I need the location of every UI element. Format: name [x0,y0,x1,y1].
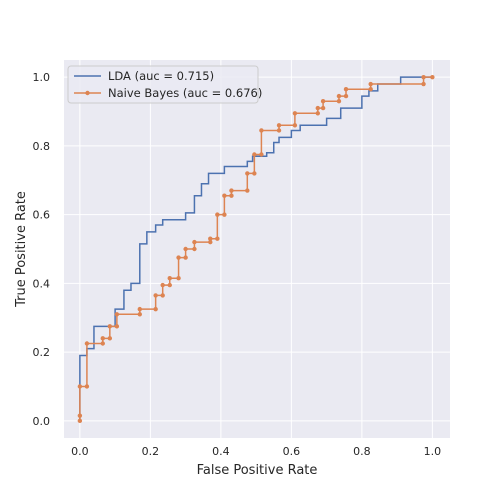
data-point [315,105,321,111]
x-tick-label: 0.6 [283,445,301,458]
data-point [222,193,227,198]
data-point [167,276,172,281]
x-tick-label: 0.2 [142,445,160,458]
y-axis-label: True Positive Rate [14,191,29,308]
legend: LDA (auc = 0.715) Naive Bayes (auc = 0.67… [67,65,262,104]
data-point [183,255,188,260]
data-point [192,246,197,252]
data-point [343,93,349,99]
x-axis-label: False Positive Rate [197,463,318,478]
data-point [176,255,181,260]
data-point [77,384,83,389]
data-point [229,193,234,198]
y-tick-label: 0.6 [33,209,51,222]
data-point [137,312,142,317]
data-point [276,123,282,128]
legend-frame [67,65,259,104]
x-tick-label: 0.8 [353,445,371,458]
y-tick-label: 1.0 [33,71,51,84]
data-point [160,282,165,288]
data-point [160,293,165,298]
data-point [229,188,234,193]
data-point [259,128,264,133]
data-point [292,123,298,128]
data-point [343,87,349,92]
data-point [137,306,142,312]
legend-marker [85,90,90,96]
y-tick-label: 0.2 [33,346,51,359]
data-point [252,152,257,157]
data-point [368,87,373,92]
data-point [77,418,83,424]
data-point [107,324,113,329]
data-point [430,74,435,80]
x-tick-label: 0.0 [71,445,89,458]
data-point [77,413,83,418]
data-point [100,336,105,341]
data-point [84,341,90,346]
data-point [259,152,264,157]
data-point [215,236,220,241]
data-point [107,336,113,341]
series-line [79,76,433,421]
data-point [276,128,282,133]
data-point [421,74,426,80]
tick-labels: 0.0 0.2 0.4 0.6 0.8 1.0 0.0 0.2 0.4 0.6 0.8 1.0 [33,71,442,458]
series-layer [77,74,435,424]
y-tick-label: 0.0 [33,415,51,428]
y-tick-label: 0.8 [33,140,51,153]
data-point [100,341,105,346]
data-point [176,276,181,281]
data-point [368,81,373,87]
legend-label: Naive Bayes (auc = 0.676) [108,86,262,100]
plot-area [64,60,450,438]
data-point [215,212,220,217]
x-tick-label: 1.0 [424,445,442,458]
series-naive-bayes [77,74,435,424]
data-point [153,293,158,298]
data-point [336,99,342,104]
data-point [192,239,197,245]
data-point [245,188,250,193]
data-point [245,171,250,176]
legend-label: LDA (auc = 0.715) [108,69,214,83]
data-point [320,99,326,104]
data-point [167,282,172,288]
data-point [114,312,120,317]
data-point [208,236,213,241]
series-lda [79,76,433,421]
data-point [153,306,158,312]
data-point [252,171,257,176]
x-tick-label: 0.4 [212,445,230,458]
data-point [320,105,326,111]
data-point [222,212,227,217]
y-tick-label: 0.4 [33,277,51,290]
data-point [114,324,120,329]
data-point [84,384,90,389]
data-point [183,246,188,252]
data-point [292,111,298,116]
data-point [208,239,213,245]
data-point [421,81,426,87]
data-point [315,111,321,116]
data-point [336,93,342,99]
